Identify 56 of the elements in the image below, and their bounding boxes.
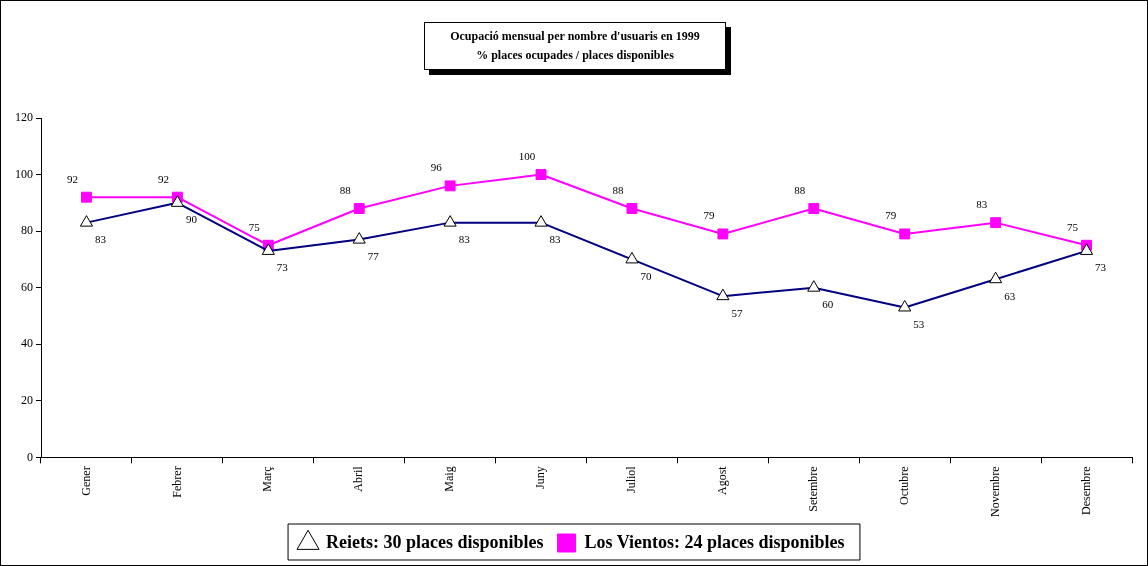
data-label: 92 xyxy=(66,172,78,185)
data-label: 88 xyxy=(794,183,806,196)
chart-subtitle: % places ocupades / places disponibles xyxy=(475,47,675,64)
x-tick-label: Febrer xyxy=(169,466,184,498)
x-tick-label: Abril xyxy=(351,465,366,492)
data-label: 96 xyxy=(430,161,443,174)
data-label: 88 xyxy=(612,183,624,196)
data-label: 77 xyxy=(367,249,380,262)
data-label: 83 xyxy=(458,233,471,246)
y-tick-label: 0 xyxy=(27,449,33,464)
data-label: 60 xyxy=(822,298,834,311)
y-tick-label: 80 xyxy=(21,223,33,238)
data-label: 73 xyxy=(1095,261,1107,274)
x-tick-label: Setembre xyxy=(805,466,820,512)
data-label: 79 xyxy=(885,209,897,222)
data-label: 100 xyxy=(518,149,536,162)
x-tick-label: Maig xyxy=(442,466,457,492)
data-label: 92 xyxy=(157,172,169,185)
x-tick-label: Juliol xyxy=(624,465,639,494)
data-label: 57 xyxy=(731,306,743,319)
y-tick-label: 40 xyxy=(21,336,33,351)
x-tick-label: Juny xyxy=(533,466,548,490)
point xyxy=(353,203,365,214)
data-label: 88 xyxy=(339,183,352,196)
point xyxy=(444,180,456,192)
x-tick-label: Desembre xyxy=(1078,466,1093,516)
data-label: 53 xyxy=(913,317,925,330)
point xyxy=(808,203,820,214)
legend-label: Los Vientos: 24 places disponibles xyxy=(584,531,845,552)
point xyxy=(717,228,729,240)
data-label: 90 xyxy=(185,213,198,226)
data-label: 79 xyxy=(703,209,715,222)
x-tick-label: Gener xyxy=(78,466,93,496)
legend-label: Reiets: 30 places disponibles xyxy=(326,531,544,552)
data-label: 75 xyxy=(1067,220,1079,233)
point xyxy=(899,228,911,240)
y-tick-label: 120 xyxy=(15,110,33,125)
data-label: 75 xyxy=(248,220,261,233)
data-label: 70 xyxy=(640,269,652,282)
x-tick-label: Agost xyxy=(715,465,730,496)
y-tick-label: 100 xyxy=(15,166,33,181)
chart-title: Ocupació mensual per nombre d'usuaris en 1999 xyxy=(449,28,701,45)
x-tick-label: Octubre xyxy=(896,466,911,506)
data-label: 73 xyxy=(276,261,289,274)
data-label: 83 xyxy=(549,233,562,246)
data-label: 83 xyxy=(976,198,988,211)
data-label: 63 xyxy=(1004,289,1016,302)
point xyxy=(626,203,638,214)
point xyxy=(81,191,92,203)
data-label: 83 xyxy=(94,233,107,246)
y-tick-label: 60 xyxy=(21,279,33,294)
y-tick-label: 20 xyxy=(21,392,33,407)
point xyxy=(535,169,547,181)
x-tick-label: Març xyxy=(260,466,275,492)
point xyxy=(990,217,1002,229)
x-tick-label: Novembre xyxy=(987,466,1002,518)
